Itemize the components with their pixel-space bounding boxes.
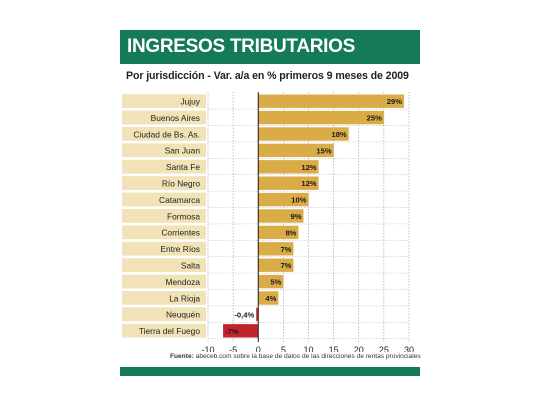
bar: [258, 192, 309, 207]
bar: [258, 143, 334, 158]
category-label: Corrientes: [161, 228, 200, 238]
bar: [258, 274, 284, 289]
category-label: La Rioja: [169, 293, 200, 303]
category-label-box: [122, 159, 206, 174]
bar: [258, 160, 319, 174]
category-label-box: [122, 94, 206, 108]
category-label-box: [122, 323, 206, 338]
category-label-box: [122, 127, 206, 141]
chart-subtitle: Por jurisdicción - Var. a/a en % primero…: [126, 70, 409, 82]
bar: [258, 94, 404, 108]
x-tick-label: 10: [303, 345, 313, 352]
category-label: San Juan: [165, 146, 201, 156]
category-label: Ciudad de Bs. As.: [133, 129, 200, 139]
data-label: 7%: [280, 261, 291, 270]
category-label-box: [122, 176, 206, 190]
x-tick-label: 0: [256, 345, 261, 352]
bar: [256, 307, 259, 322]
bar: [223, 324, 259, 338]
data-label: 8%: [285, 228, 296, 237]
data-label: 5%: [270, 278, 281, 287]
category-label-box: [122, 274, 206, 289]
category-label: Entre Ríos: [160, 244, 200, 254]
source-text: abeceb.com sobre la base de datos de las…: [195, 353, 421, 360]
category-label: Santa Fe: [166, 162, 200, 172]
x-tick-label: 25: [379, 345, 389, 352]
bar: [258, 209, 304, 223]
category-label-box: [122, 225, 206, 240]
category-label-box: [122, 110, 206, 125]
category-label-box: [122, 291, 206, 305]
data-label: 9%: [290, 212, 301, 221]
category-label: Río Negro: [162, 179, 201, 189]
bar: [258, 225, 299, 240]
x-tick-label: -10: [201, 345, 214, 352]
footer-bar: [120, 367, 420, 376]
category-label: Tierra del Fuego: [139, 326, 200, 336]
bar: [258, 176, 319, 190]
category-label-box: [122, 307, 206, 322]
category-label: Catamarca: [159, 195, 200, 205]
bar: [258, 258, 294, 272]
data-label: 4%: [265, 294, 276, 303]
data-label: 18%: [331, 130, 346, 139]
infographic-panel: INGRESOS TRIBUTARIOS Por jurisdicción - …: [120, 30, 421, 376]
category-label: Jujuy: [180, 97, 200, 107]
category-label: Mendoza: [166, 277, 201, 287]
x-tick-label: 5: [281, 345, 286, 352]
bar: [258, 291, 279, 305]
category-label: Formosa: [167, 211, 200, 221]
data-label: 10%: [291, 196, 306, 205]
bar: [258, 110, 384, 125]
source-label: Fuente:: [170, 353, 194, 360]
data-label: -0,4%: [234, 310, 254, 319]
category-label-box: [122, 209, 206, 223]
x-tick-label: 15: [329, 345, 339, 352]
category-label-box: [122, 241, 206, 256]
bar-chart: Jujuy 29% Buenos Aires 25% Ciudad de Bs. As.…: [122, 92, 414, 352]
data-label: 25%: [367, 114, 382, 123]
bar: [258, 242, 294, 256]
bar: [258, 127, 349, 141]
x-tick-label: 30: [404, 345, 414, 352]
chart-title: INGRESOS TRIBUTARIOS: [127, 36, 355, 57]
data-label: -7%: [225, 327, 239, 336]
category-label-box: [122, 143, 206, 158]
source-note: Fuente: abeceb.com sobre la base de dato…: [170, 353, 421, 360]
category-label-box: [122, 258, 206, 272]
data-label: 15%: [316, 146, 331, 155]
category-label: Salta: [181, 261, 200, 271]
x-tick-label: -5: [229, 345, 237, 352]
data-label: 12%: [301, 179, 316, 188]
data-label: 7%: [280, 245, 291, 254]
x-tick-label: 20: [354, 345, 364, 352]
category-label: Neuquén: [166, 310, 200, 320]
title-banner: INGRESOS TRIBUTARIOS: [120, 30, 420, 64]
data-label: 29%: [387, 97, 402, 106]
category-label: Buenos Aires: [151, 113, 200, 123]
category-label-box: [122, 192, 206, 207]
data-label: 12%: [301, 163, 316, 172]
